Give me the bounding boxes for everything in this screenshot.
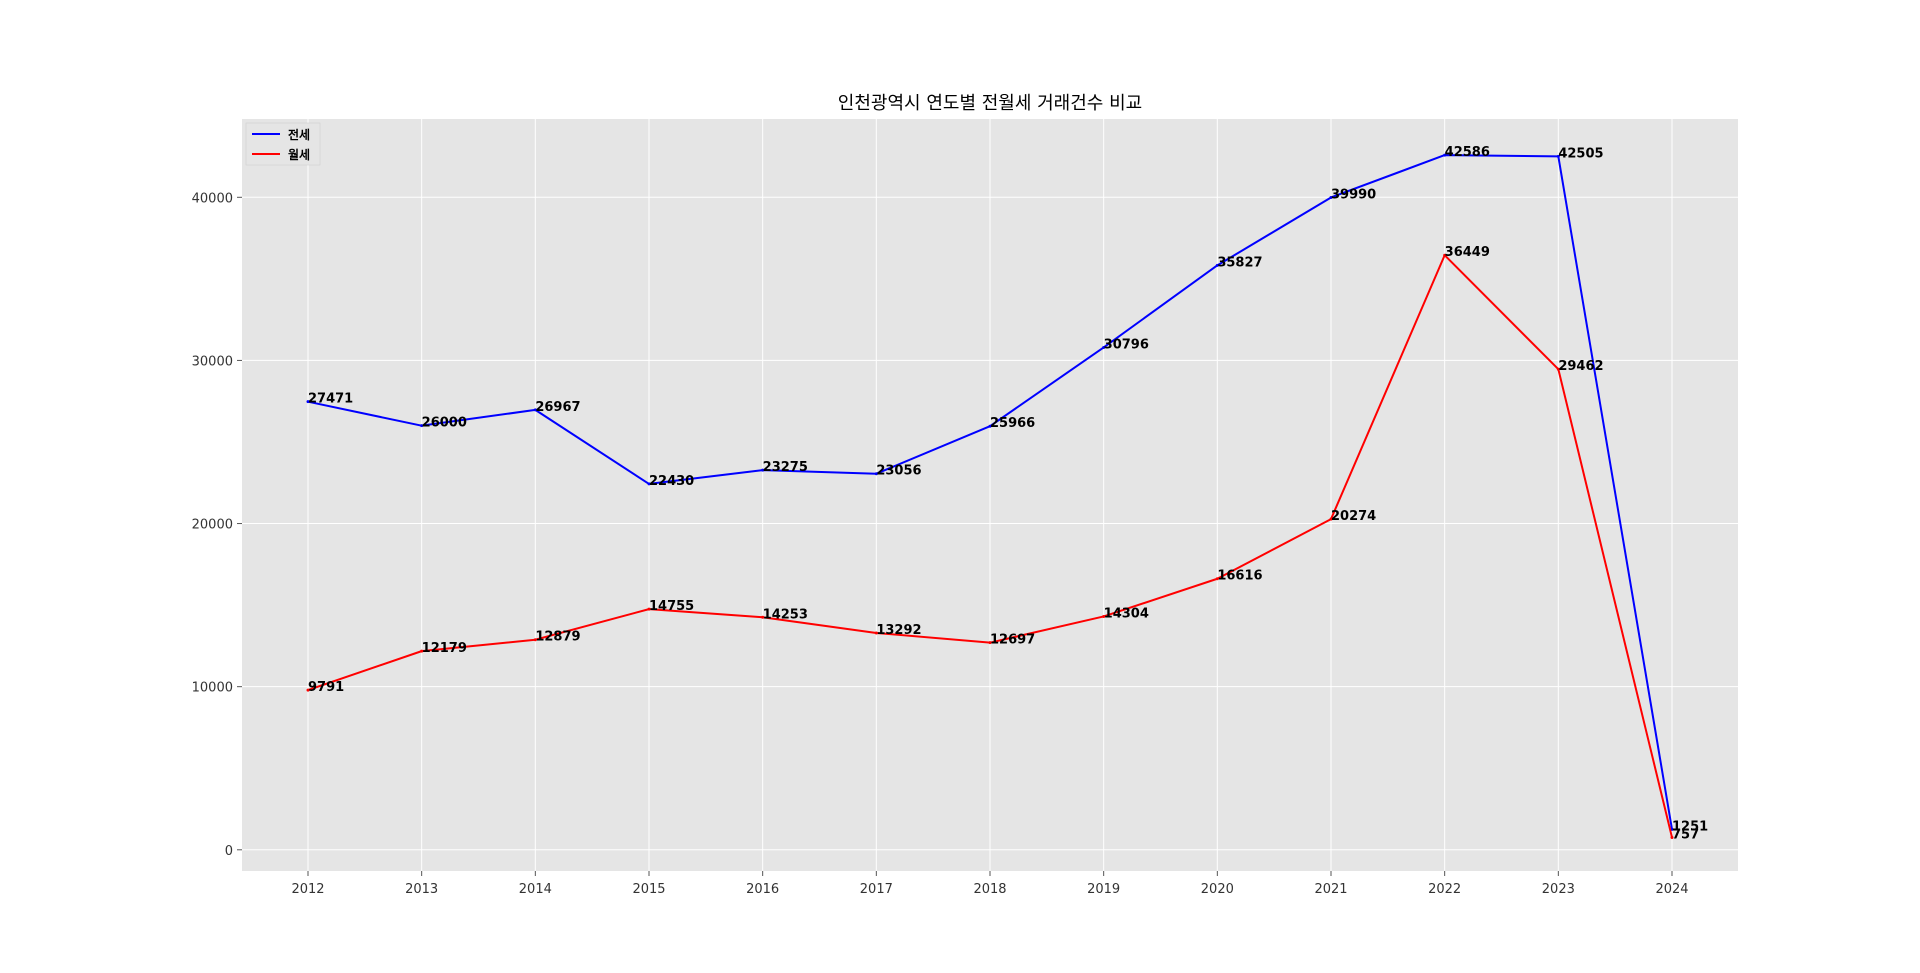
- data-point: [420, 649, 424, 653]
- x-tick-label: 2017: [860, 882, 893, 897]
- x-tick-label: 2012: [291, 882, 324, 897]
- data-label: 23275: [763, 460, 808, 475]
- y-tick-label: 20000: [192, 518, 233, 533]
- data-point: [1670, 835, 1674, 839]
- data-point: [761, 615, 765, 619]
- data-label: 1251: [1672, 819, 1708, 834]
- data-labels: 27471 26000 26967 22430 23275 23056 25966 30796…: [308, 145, 1708, 842]
- x-tick-label: 2014: [519, 882, 552, 897]
- data-label: 42586: [1445, 145, 1490, 160]
- data-label: 14253: [763, 607, 808, 622]
- data-point: [988, 424, 992, 428]
- data-label: 22430: [649, 474, 694, 489]
- data-point: [647, 482, 651, 486]
- data-label: 29462: [1558, 359, 1603, 374]
- data-label: 23056: [876, 464, 921, 479]
- data-point: [1443, 253, 1447, 257]
- y-tick-label: 0: [225, 844, 233, 859]
- legend-label-wolse: 월세: [288, 147, 310, 162]
- data-point: [1215, 263, 1219, 267]
- x-tick-label: 2019: [1087, 882, 1120, 897]
- chart-title: 인천광역시 연도별 전월세 거래건수 비교: [838, 93, 1142, 114]
- data-label: 42505: [1558, 146, 1603, 161]
- data-label: 20274: [1331, 509, 1376, 524]
- data-label: 26967: [535, 400, 580, 415]
- y-tick-label: 10000: [192, 681, 233, 696]
- data-point: [988, 641, 992, 645]
- data-label: 26000: [422, 416, 467, 431]
- data-label: 35827: [1217, 255, 1262, 270]
- data-point: [1329, 195, 1333, 199]
- data-label: 12179: [422, 641, 467, 656]
- data-point: [874, 472, 878, 476]
- axis-ticks: 2012 2013 2014 2015 2016 2017 2018 2019 2020 2021…: [192, 191, 1689, 897]
- x-tick-label: 2018: [973, 882, 1006, 897]
- data-point: [533, 638, 537, 642]
- data-label: 36449: [1445, 245, 1490, 260]
- data-point: [420, 424, 424, 428]
- y-tick-label: 40000: [192, 191, 233, 206]
- y-tick-label: 30000: [192, 354, 233, 369]
- data-label: 12697: [990, 633, 1035, 648]
- legend-box: [245, 122, 321, 166]
- data-label: 25966: [990, 416, 1035, 431]
- data-point: [1102, 345, 1106, 349]
- x-tick-label: 2013: [405, 882, 438, 897]
- data-point: [647, 607, 651, 611]
- data-label: 14304: [1104, 606, 1149, 621]
- data-label: 14755: [649, 599, 694, 614]
- data-point: [1443, 153, 1447, 157]
- data-point: [1102, 614, 1106, 618]
- data-label: 13292: [876, 623, 921, 638]
- x-tick-label: 2022: [1428, 882, 1461, 897]
- data-point: [1215, 577, 1219, 581]
- data-label: 27471: [308, 392, 353, 407]
- data-label: 16616: [1217, 569, 1262, 584]
- data-label: 757: [1672, 827, 1699, 842]
- data-point: [533, 408, 537, 412]
- legend-label-jeonse: 전세: [288, 127, 310, 142]
- data-point: [874, 631, 878, 635]
- data-label: 9791: [308, 680, 344, 695]
- x-tick-label: 2020: [1201, 882, 1234, 897]
- series-lines: [306, 153, 1674, 839]
- data-label: 39990: [1331, 187, 1376, 202]
- data-point: [1556, 367, 1560, 371]
- data-point: [306, 400, 310, 404]
- data-point: [306, 688, 310, 692]
- data-label: 30796: [1104, 337, 1149, 352]
- grid-lines: [242, 119, 1738, 871]
- legend: 전세 월세: [245, 122, 321, 166]
- x-tick-label: 2023: [1542, 882, 1575, 897]
- data-label: 12879: [535, 630, 580, 645]
- x-tick-label: 2024: [1655, 882, 1688, 897]
- x-tick-label: 2021: [1314, 882, 1347, 897]
- data-point: [761, 468, 765, 472]
- data-point: [1556, 154, 1560, 158]
- data-point: [1329, 517, 1333, 521]
- x-tick-label: 2016: [746, 882, 779, 897]
- x-tick-label: 2015: [632, 882, 665, 897]
